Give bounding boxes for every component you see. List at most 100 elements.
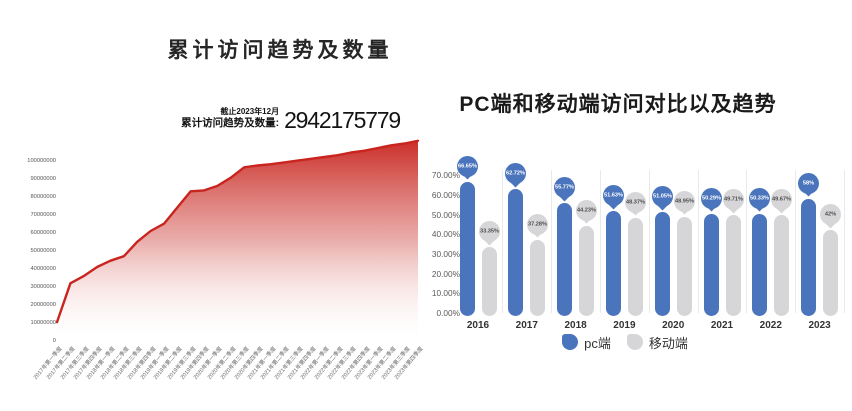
bar-capsule: [530, 239, 546, 316]
value-balloon: 51.05%: [651, 186, 673, 208]
bar-capsule: [459, 181, 475, 316]
y-tick-label: 0: [52, 337, 56, 344]
legend-label: pc端: [584, 335, 611, 351]
bar-capsule: [508, 189, 524, 316]
bar-capsule: [557, 203, 573, 316]
bar-capsule: [481, 247, 497, 316]
y-tick-label: 20000000: [30, 301, 56, 308]
value-balloon: 48.37%: [624, 191, 646, 213]
pc-bar-2019[interactable]: 51.63%: [602, 185, 624, 316]
value-label: 51.05%: [652, 194, 672, 200]
bar-capsule: [605, 211, 621, 316]
cumulative-total-stat: 截止2023年12月 累计访问趋势及数量: 2942175779: [181, 106, 401, 133]
mobile-bar-2019[interactable]: 48.37%: [624, 191, 646, 316]
value-balloon: 66.65%: [456, 155, 478, 177]
value-balloon: 44.23%: [576, 199, 598, 221]
value-label: 44.23%: [577, 207, 597, 214]
stat-caption-date: 截止2023年12月: [220, 107, 280, 116]
y-tick-label: 90000000: [30, 175, 56, 182]
bar-capsule: [627, 217, 643, 316]
year-divider: [551, 170, 553, 313]
x-axis-year-label: 2022: [759, 320, 782, 331]
value-balloon: 33.35%: [478, 221, 500, 243]
value-balloon: 58%: [798, 172, 820, 194]
legend-item-mobile[interactable]: 移动端: [626, 333, 688, 352]
value-label: 62.72%: [506, 171, 526, 177]
y-tick-label: 50.00%: [431, 209, 460, 220]
pc-bar-2023[interactable]: 58%: [798, 172, 820, 316]
pc-bar-2016[interactable]: 66.65%: [456, 155, 478, 316]
mobile-bar-2022[interactable]: 49.67%: [771, 189, 793, 316]
value-balloon: 37.28%: [527, 213, 549, 235]
mobile-bar-2023[interactable]: 42%: [820, 204, 842, 316]
year-divider: [648, 170, 650, 313]
y-tick-label: 40.00%: [431, 229, 460, 239]
value-label: 48.95%: [674, 198, 694, 204]
mobile-bar-2018[interactable]: 44.23%: [576, 199, 598, 316]
x-axis-year-label: 2018: [564, 320, 587, 331]
value-balloon: 51.63%: [602, 185, 624, 207]
bar-capsule: [654, 212, 670, 316]
area-line: [55, 139, 420, 324]
value-balloon: 49.67%: [771, 189, 793, 211]
value-label: 49.67%: [772, 196, 792, 203]
area-fill: [57, 140, 418, 341]
pc-bar-2021[interactable]: 50.29%: [700, 187, 722, 316]
bar-capsule: [823, 230, 839, 316]
value-balloon: 50.33%: [749, 187, 771, 209]
value-label: 51.63%: [603, 192, 623, 199]
value-balloon: 50.29%: [700, 187, 722, 209]
value-label: 58%: [802, 180, 815, 186]
value-label: 37.28%: [528, 221, 548, 227]
bar-capsule: [703, 213, 719, 316]
value-balloon: 42%: [820, 204, 842, 226]
y-tick-label: 60.00%: [431, 190, 460, 200]
pc-bar-2018[interactable]: 55.77%: [554, 177, 576, 316]
mobile-bar-2020[interactable]: 48.95%: [673, 190, 695, 316]
y-tick-label: 0.00%: [436, 308, 460, 318]
value-label: 50.33%: [750, 195, 770, 202]
legend-item-pc[interactable]: pc端: [562, 333, 611, 352]
pc-bar-2022[interactable]: 50.33%: [749, 187, 771, 316]
mobile-bar-2016[interactable]: 33.35%: [478, 221, 500, 316]
stat-captions: 截止2023年12月 累计访问趋势及数量:: [181, 107, 279, 132]
bar-capsule: [725, 215, 741, 316]
x-axis-year-label: 2019: [613, 320, 636, 331]
value-label: 50.29%: [701, 195, 721, 202]
bar-capsule: [676, 216, 692, 316]
y-tick-label: 50000000: [30, 247, 56, 254]
legend-label: 移动端: [648, 335, 688, 351]
bar-capsule: [774, 215, 790, 316]
year-divider: [697, 170, 699, 313]
bar-capsule: [752, 213, 768, 316]
y-tick-label: 40000000: [30, 265, 56, 272]
y-tick-label: 60000000: [30, 229, 56, 236]
pc-bar-2020[interactable]: 51.05%: [651, 186, 673, 316]
y-tick-label: 20.00%: [431, 268, 460, 279]
x-axis-year-label: 2020: [662, 320, 685, 331]
mobile-bar-2021[interactable]: 49.71%: [722, 189, 744, 316]
y-tick-label: 100000000: [27, 157, 56, 164]
legend-marker-icon: [626, 334, 643, 350]
value-label: 49.71%: [723, 196, 743, 203]
year-divider: [844, 170, 845, 313]
value-balloon: 48.95%: [673, 190, 695, 212]
y-tick-label: 70000000: [30, 211, 56, 218]
legend-marker-icon: [562, 334, 579, 350]
year-divider: [502, 170, 504, 313]
value-balloon: 62.72%: [505, 163, 527, 185]
x-axis-year-label: 2023: [808, 320, 831, 331]
left-chart-title: 累计访问趋势及数量: [167, 39, 393, 62]
pc-bar-2017[interactable]: 62.72%: [505, 163, 527, 316]
mobile-bar-2017[interactable]: 37.28%: [527, 213, 549, 316]
bar-capsule: [801, 198, 817, 316]
value-label: 48.37%: [625, 199, 645, 205]
value-label: 66.65%: [457, 163, 477, 169]
stat-value: 2942175779: [284, 106, 401, 133]
value-label: 55.77%: [555, 184, 575, 191]
y-tick-label: 10000000: [30, 319, 56, 326]
value-label: 42%: [824, 211, 837, 218]
